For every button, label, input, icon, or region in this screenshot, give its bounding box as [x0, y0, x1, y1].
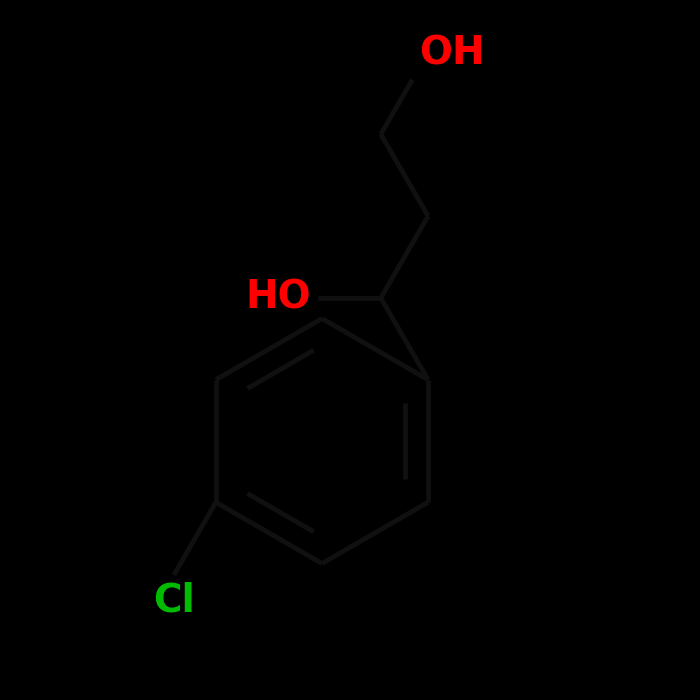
- Text: OH: OH: [419, 35, 485, 73]
- Text: Cl: Cl: [153, 582, 195, 620]
- Text: HO: HO: [245, 279, 311, 317]
